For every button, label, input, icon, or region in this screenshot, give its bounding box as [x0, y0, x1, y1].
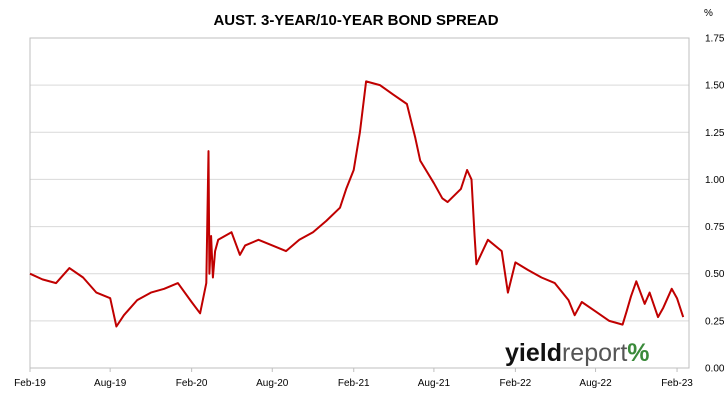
yieldreport-logo: yieldreport%	[505, 339, 650, 367]
y-tick-label: 1.00	[705, 175, 725, 186]
x-tick-label: Aug-22	[579, 378, 612, 389]
x-tick-label: Aug-19	[94, 378, 127, 389]
gridlines	[30, 84, 689, 322]
x-tick-label: Aug-21	[418, 378, 451, 389]
y-tick-label: 0.25	[705, 316, 725, 327]
y-tick-label: 0.00	[705, 364, 725, 375]
x-tick-label: Feb-19	[14, 378, 46, 389]
y-axis-unit: %	[704, 8, 713, 19]
x-tick-label: Feb-23	[661, 378, 693, 389]
y-tick-label: 1.50	[705, 81, 725, 92]
x-axis: Feb-19 Aug-19 Feb-20 Aug-20 Feb-21 Aug-21 Feb-…	[14, 368, 693, 389]
y-tick-label: 1.25	[705, 128, 725, 139]
y-axis: 0.00 0.25 0.50 0.75 1.00 1.25 1.50 1.75	[705, 34, 725, 375]
x-tick-label: Feb-21	[338, 378, 370, 389]
logo-part-yield: yield	[505, 339, 562, 367]
y-tick-label: 0.50	[705, 269, 725, 280]
x-tick-label: Aug-20	[256, 378, 289, 389]
plot-area	[29, 37, 690, 369]
x-tick-label: Feb-22	[500, 378, 532, 389]
y-tick-label: 1.75	[705, 34, 725, 45]
svg-text:yieldreport%: yieldreport%	[505, 339, 650, 367]
chart-title: AUST. 3-YEAR/10-YEAR BOND SPREAD	[213, 12, 498, 29]
y-tick-label: 0.75	[705, 222, 725, 233]
x-tick-label: Feb-20	[176, 378, 208, 389]
logo-part-report: report	[562, 339, 627, 367]
logo-percent-mark: %	[627, 339, 649, 367]
series-line-spread	[29, 80, 685, 328]
